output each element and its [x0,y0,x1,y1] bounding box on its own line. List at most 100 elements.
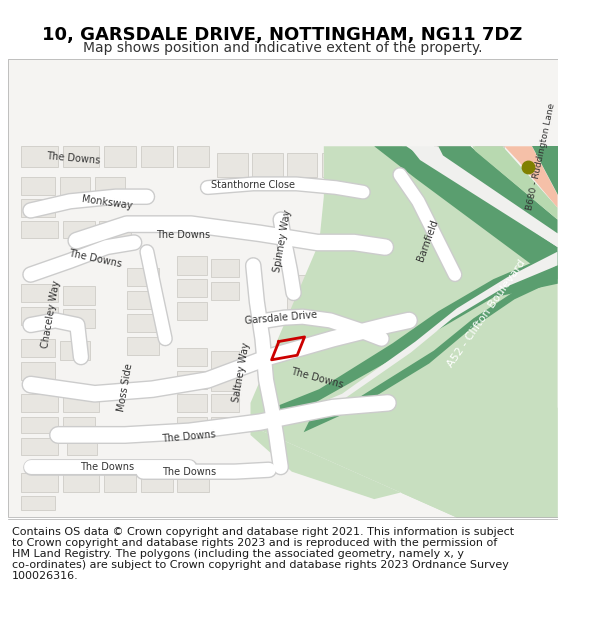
Text: to Crown copyright and database rights 2023 and is reproduced with the permissio: to Crown copyright and database rights 2… [12,538,497,548]
Polygon shape [22,176,55,195]
Text: The Downs: The Downs [161,429,217,444]
Polygon shape [434,146,470,171]
Polygon shape [62,417,95,433]
Polygon shape [177,474,209,492]
Polygon shape [217,152,248,176]
Polygon shape [177,394,208,412]
Polygon shape [423,247,455,266]
Polygon shape [374,146,557,284]
Polygon shape [22,199,55,217]
Polygon shape [95,176,125,195]
Polygon shape [394,239,427,257]
Polygon shape [394,217,427,235]
Polygon shape [349,284,380,298]
Polygon shape [62,309,95,328]
Bar [8,59,557,518]
Polygon shape [22,146,58,168]
Text: Map shows position and indicative extent of the property.: Map shows position and indicative extent… [83,41,482,55]
Polygon shape [177,256,208,274]
Polygon shape [67,438,97,455]
Text: The Downs: The Downs [67,249,122,269]
Polygon shape [62,146,99,168]
Polygon shape [22,394,58,412]
Text: Stanthorne Close: Stanthorne Close [211,180,295,190]
Polygon shape [287,152,317,176]
Polygon shape [104,474,136,492]
Polygon shape [386,392,418,409]
Text: Moss Side: Moss Side [116,362,134,412]
Polygon shape [532,146,557,195]
Polygon shape [22,417,58,433]
Polygon shape [62,474,99,492]
Polygon shape [211,417,239,433]
Polygon shape [99,221,131,238]
Polygon shape [475,146,505,171]
Polygon shape [349,302,380,316]
Polygon shape [127,291,159,309]
Text: Chaceley Way: Chaceley Way [40,279,62,349]
Polygon shape [211,351,239,369]
Polygon shape [250,146,557,518]
Text: Barnfield: Barnfield [415,218,440,263]
Polygon shape [352,386,382,402]
Polygon shape [127,337,159,355]
Polygon shape [22,496,55,510]
Polygon shape [286,252,557,426]
Polygon shape [250,403,557,518]
Polygon shape [253,152,283,176]
Polygon shape [60,176,90,195]
Polygon shape [22,307,58,325]
Text: The Downs: The Downs [46,151,101,166]
Polygon shape [177,279,208,298]
Polygon shape [62,221,95,238]
Polygon shape [127,268,159,286]
Polygon shape [22,221,58,238]
Polygon shape [62,286,95,305]
Polygon shape [352,346,383,362]
Polygon shape [22,438,58,455]
Text: Spinney Way: Spinney Way [272,209,293,272]
Text: 10, GARSDALE DRIVE, NOTTINGHAM, NG11 7DZ: 10, GARSDALE DRIVE, NOTTINGHAM, NG11 7DZ [43,26,523,44]
Text: Monksway: Monksway [80,194,133,212]
Polygon shape [22,362,55,380]
Polygon shape [352,325,383,341]
Polygon shape [322,152,352,176]
Polygon shape [427,222,458,241]
Text: Saltney Way: Saltney Way [231,342,251,403]
Polygon shape [386,352,418,369]
Polygon shape [22,284,58,302]
Polygon shape [269,252,557,421]
Text: co-ordinates) are subject to Crown copyright and database rights 2023 Ordnance S: co-ordinates) are subject to Crown copyr… [12,559,509,569]
Polygon shape [211,372,239,391]
Polygon shape [304,266,557,432]
Text: The Downs: The Downs [290,366,345,390]
Polygon shape [140,474,173,492]
Polygon shape [418,174,452,195]
Bar [8,59,557,518]
Polygon shape [287,298,314,316]
Polygon shape [60,341,90,360]
Polygon shape [439,146,557,233]
Polygon shape [394,261,427,279]
Polygon shape [391,290,423,307]
Polygon shape [319,282,345,300]
Polygon shape [177,417,208,433]
Polygon shape [505,146,557,208]
Polygon shape [386,372,418,389]
Text: 100026316.: 100026316. [12,571,79,581]
Text: The Downs: The Downs [157,230,211,240]
Polygon shape [177,146,209,168]
Text: B680 - Ruddington Lane: B680 - Ruddington Lane [525,102,557,211]
Polygon shape [391,332,423,349]
Polygon shape [140,146,173,168]
Text: The Downs: The Downs [162,467,216,477]
Polygon shape [177,371,208,389]
Polygon shape [177,302,208,321]
Polygon shape [211,282,239,300]
Polygon shape [62,394,99,412]
Polygon shape [177,348,208,366]
Polygon shape [391,311,423,328]
Polygon shape [211,259,239,278]
Polygon shape [127,314,159,332]
Polygon shape [382,413,413,429]
